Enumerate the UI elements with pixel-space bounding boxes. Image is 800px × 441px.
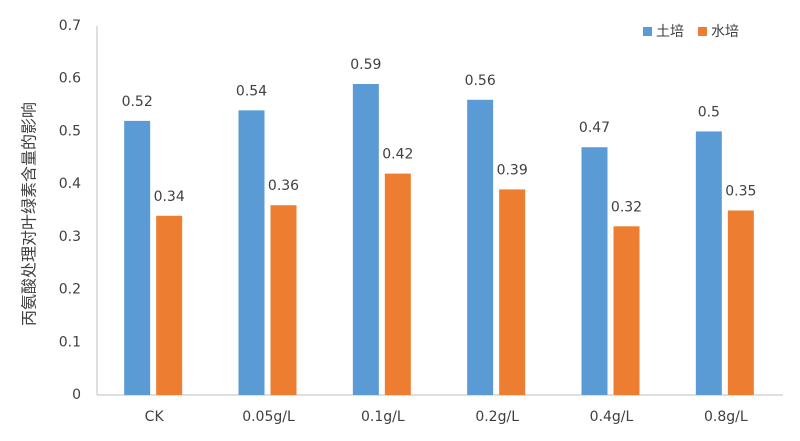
data-label: 0.54: [236, 83, 267, 99]
data-label: 0.34: [154, 189, 185, 205]
y-tick-label: 0.4: [59, 176, 81, 192]
x-tick-label: 0.2g/L: [475, 409, 519, 425]
bar-water: [613, 226, 640, 395]
bar-soil: [467, 99, 494, 396]
data-label: 0.42: [382, 147, 413, 163]
bar-soil: [238, 110, 265, 395]
x-axis: CK 0.05g/L 0.1g/L 0.2g/L 0.4g/L 0.8g/L: [97, 394, 783, 425]
y-tick-label: 0.3: [59, 229, 81, 245]
bar-water: [270, 205, 297, 395]
y-tick-label: 0.2: [59, 282, 81, 298]
legend-label: 水培: [711, 24, 739, 40]
y-tick-label: 0.7: [59, 18, 81, 34]
bar-water: [727, 210, 754, 395]
y-tick-label: 0.5: [59, 123, 81, 139]
bar-water: [499, 189, 526, 395]
bar-water: [384, 173, 411, 395]
data-label: 0.5: [698, 104, 720, 120]
y-tick-label: 0.6: [59, 71, 81, 87]
data-label: 0.39: [497, 162, 528, 178]
y-axis-label: 丙氨酸处理对叶绿素含量的影响: [20, 102, 39, 326]
legend: 土培 水培: [643, 24, 739, 40]
y-tick-label: 0: [72, 387, 81, 403]
x-tick-label: CK: [145, 409, 165, 425]
data-label: 0.47: [579, 120, 610, 136]
y-tick-label: 0.1: [59, 334, 81, 350]
data-label: 0.59: [350, 57, 381, 73]
x-tick-label: 0.8g/L: [704, 409, 748, 425]
x-tick-label: 0.05g/L: [242, 409, 295, 425]
data-label: 0.56: [465, 73, 496, 89]
legend-swatch: [643, 27, 652, 36]
bar-soil: [695, 131, 722, 395]
bar-water: [156, 215, 183, 395]
bar-soil: [352, 83, 379, 395]
x-tick-label: 0.4g/L: [590, 409, 634, 425]
y-axis: 0 0.1 0.2 0.3 0.4 0.5 0.6 0.7: [59, 18, 98, 403]
data-label: 0.32: [611, 199, 642, 215]
data-labels: 0.52 0.34 0.54 0.36 0.59 0.42 0.56 0.39 0.47 0.32…: [122, 57, 757, 215]
bars: [124, 83, 754, 396]
bar-soil: [581, 147, 608, 395]
bar-soil: [124, 120, 151, 395]
legend-label: 土培: [656, 24, 684, 40]
data-label: 0.35: [725, 184, 756, 200]
x-tick-label: 0.1g/L: [361, 409, 405, 425]
data-label: 0.36: [268, 178, 299, 194]
legend-swatch: [698, 27, 707, 36]
data-label: 0.52: [122, 94, 153, 110]
